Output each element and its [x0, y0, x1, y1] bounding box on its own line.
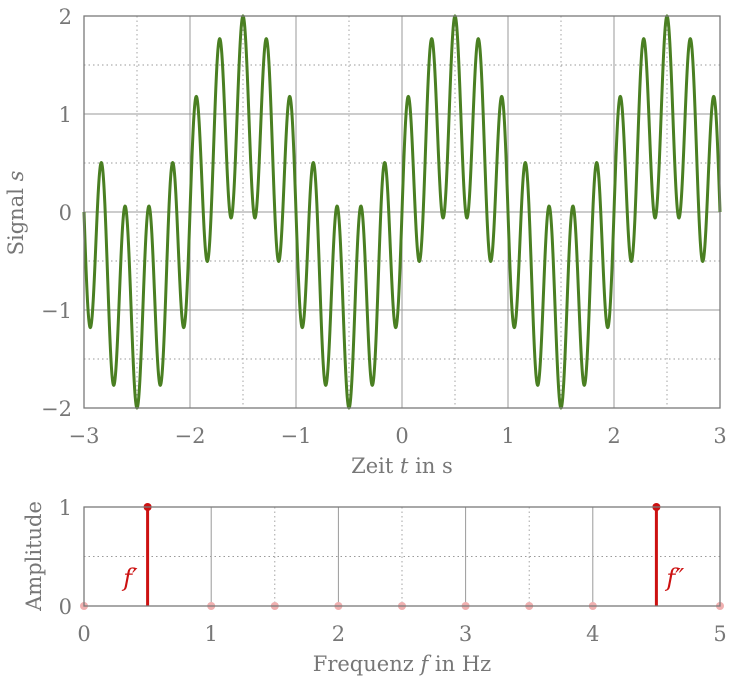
spectrum-x-tick-label: 0: [77, 622, 90, 646]
signal-x-tick-label: 1: [501, 424, 514, 448]
signal-curve: [82, 14, 722, 410]
spectrum-frequency-annotation: f″: [664, 564, 684, 592]
spectrum-x-tick-label: 4: [586, 622, 599, 646]
signal-y-tick-label: 2: [59, 5, 72, 29]
spectrum-x-tick-label: 5: [713, 622, 726, 646]
signal-plot: −3 −2 −1 0 1 2 3 −2 −1 0 1 2 Zeit t in s Signal s: [4, 5, 727, 478]
spectrum-frequency-annotation: f′: [121, 564, 138, 592]
signal-y-tick-label: −2: [41, 397, 72, 421]
spectrum-x-ticks: 0 1 2 3 4 5: [77, 622, 726, 646]
spectrum-plot-frame: [83, 506, 721, 607]
signal-x-ticks: −3 −2 −1 0 1 2 3: [69, 424, 727, 448]
spectrum-y-axis-label: Amplitude: [22, 501, 46, 612]
spectrum-annotations: f′ f″: [121, 564, 684, 592]
signal-x-tick-label: 2: [607, 424, 620, 448]
signal-x-tick-label: −3: [69, 424, 100, 448]
spectrum-y-tick-label: 1: [59, 496, 72, 520]
signal-x-tick-label: 3: [713, 424, 726, 448]
signal-y-axis-label: Signal s: [4, 170, 28, 255]
spectrum-x-tick-label: 3: [459, 622, 472, 646]
signal-y-ticks: −2 −1 0 1 2: [41, 5, 72, 421]
signal-x-tick-label: −2: [175, 424, 206, 448]
spectrum-y-ticks: 01: [59, 496, 72, 619]
signal-y-tick-label: −1: [41, 299, 72, 323]
signal-x-tick-label: −1: [281, 424, 312, 448]
signal-x-tick-label: 0: [395, 424, 408, 448]
spectrum-plot-grid: [83, 507, 721, 606]
spectrum-x-tick-label: 2: [332, 622, 345, 646]
signal-y-tick-label: 1: [59, 103, 72, 127]
signal-x-axis-label: Zeit t in s: [351, 454, 453, 478]
signal-y-tick-label: 0: [59, 201, 72, 225]
signal-plot-frame: [83, 15, 721, 409]
spectrum-x-tick-label: 1: [205, 622, 218, 646]
spectrum-y-tick-label: 0: [59, 595, 72, 619]
spectrum-x-axis-label: Frequenz f in Hz: [313, 652, 491, 676]
